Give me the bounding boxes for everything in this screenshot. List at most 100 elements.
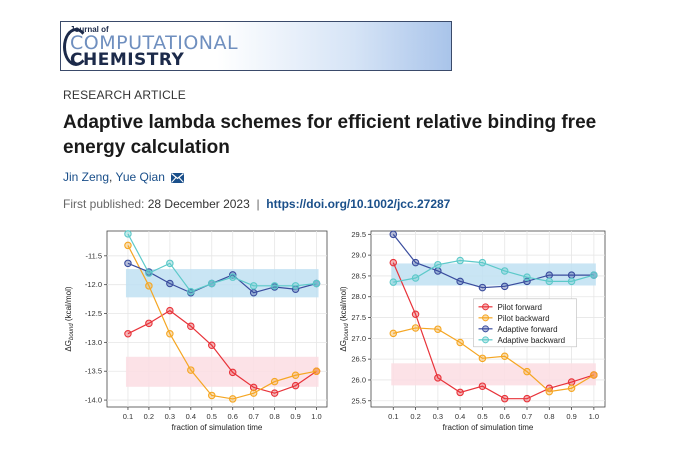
data-point-pilot_backward	[545, 387, 554, 396]
data-point-pilot_backward	[500, 352, 509, 360]
data-point-adaptive_forward	[545, 271, 554, 279]
x-tick-label: 0.3	[165, 412, 175, 421]
published-label: First published:	[63, 197, 145, 211]
legend-label-pilot_forward: Pilot forward	[498, 303, 542, 312]
y-axis-label-subscript: bound	[344, 323, 350, 340]
data-point-pilot_forward	[567, 378, 576, 386]
author-list: Jin Zeng, Yue Qian	[63, 170, 185, 184]
y-axis-label-main: ΔG	[339, 340, 348, 352]
data-point-adaptive_backward	[478, 258, 487, 267]
data-point-adaptive_forward	[124, 259, 132, 268]
y-axis-label-unit: (kcal/mol)	[339, 286, 348, 323]
x-tick-label: 0.9	[290, 412, 300, 421]
y-axis-label: ΔGbound (kcal/mol)	[339, 286, 350, 351]
data-point-pilot_forward	[145, 319, 153, 328]
data-point-adaptive_backward	[567, 277, 576, 286]
data-point-adaptive_backward	[291, 282, 300, 290]
data-point-pilot_forward	[249, 383, 258, 392]
data-point-pilot_forward	[456, 388, 464, 397]
x-tick-label: 0.6	[499, 412, 509, 421]
chart-left: 0.1 0.2 0.3 0.4 0.5 0.6 0.7 0.8 0.9 1.0 -11.5 -12.0…	[64, 230, 328, 432]
series-line-adaptive_forward	[127, 262, 317, 294]
data-point-pilot_forward	[411, 310, 420, 318]
journal-banner[interactable]: Journal of COMPUTATIONAL CHEMISTRY	[60, 21, 452, 71]
x-axis-label: fraction of simulation time	[443, 423, 534, 432]
series-line-adaptive_backward	[393, 259, 595, 283]
data-point-adaptive_backward	[523, 273, 531, 281]
data-point-pilot_forward	[434, 374, 442, 382]
data-point-pilot_backward	[567, 384, 576, 393]
data-point-pilot_backward	[208, 391, 216, 400]
publication-info: First published: 28 December 2023 | http…	[63, 197, 450, 211]
journal-logo-c-mark	[63, 28, 89, 66]
data-point-adaptive_forward	[228, 271, 237, 279]
x-tick-label: 0.8	[544, 412, 554, 421]
x-tick-label: 0.1	[123, 412, 133, 421]
data-point-adaptive_forward	[567, 271, 576, 279]
y-axis-label-subscript: bound	[69, 323, 75, 340]
data-point-pilot_backward	[590, 371, 598, 379]
x-tick-label: 0.5	[477, 412, 487, 421]
data-point-pilot_backward	[456, 338, 464, 347]
data-point-pilot_forward	[291, 381, 300, 390]
data-point-pilot_forward	[389, 258, 398, 267]
series-line-adaptive_forward	[392, 233, 594, 289]
data-point-adaptive_backward	[228, 273, 237, 281]
data-point-adaptive_forward	[411, 258, 420, 267]
envelope-icon[interactable]	[171, 172, 185, 183]
y-tick-label: -13.0	[85, 338, 102, 347]
series-line-pilot_forward	[392, 262, 595, 400]
data-point-pilot_backward	[270, 377, 279, 386]
y-axis-label: ΔGbound (kcal/mol)	[64, 286, 75, 351]
data-point-pilot_backward	[166, 329, 174, 338]
y-tick-label: 26.5	[351, 355, 366, 364]
x-tick-label: 0.3	[433, 412, 443, 421]
y-tick-label: 26.0	[351, 375, 366, 384]
data-point-pilot_forward	[523, 394, 531, 403]
y-axis-label-unit: (kcal/mol)	[64, 286, 73, 323]
y-tick-label: -12.5	[85, 309, 102, 318]
author-separator: ,	[109, 170, 113, 184]
y-tick-label: 29.0	[351, 251, 366, 260]
data-point-adaptive_backward	[590, 271, 598, 279]
series-line-pilot_forward	[127, 309, 317, 394]
y-axis-label-main: ΔG	[64, 340, 73, 352]
legend-marker-adaptive_forward	[482, 325, 490, 333]
data-point-pilot_forward	[228, 368, 237, 377]
x-tick-label: 0.2	[410, 412, 420, 421]
y-tick-label: 27.0	[351, 334, 366, 343]
journal-name-line1: COMPUTATIONAL	[70, 32, 239, 54]
data-point-adaptive_forward	[389, 230, 398, 239]
data-point-adaptive_backward	[208, 279, 216, 288]
doi-link[interactable]: https://doi.org/10.1002/jcc.27287	[266, 197, 451, 211]
x-tick-label: 0.7	[248, 412, 258, 421]
y-tick-label: -11.5	[85, 251, 102, 260]
data-point-adaptive_backward	[145, 269, 153, 277]
data-point-adaptive_backward	[411, 274, 420, 282]
legend-label-pilot_backward: Pilot backward	[498, 314, 550, 323]
journal-of-text: Journal of	[70, 25, 109, 34]
data-point-pilot_backward	[523, 367, 531, 376]
series-line-pilot_backward	[393, 327, 595, 393]
data-point-pilot_forward	[166, 306, 174, 315]
y-tick-label: 28.5	[351, 271, 366, 280]
data-point-pilot_backward	[411, 324, 420, 332]
journal-name-line2: CHEMISTRY	[70, 50, 185, 70]
data-point-adaptive_forward	[434, 267, 442, 275]
author-link[interactable]: Jin Zeng	[63, 170, 110, 184]
y-tick-label: 28.0	[351, 292, 366, 301]
data-point-adaptive_forward	[166, 279, 174, 288]
data-point-pilot_forward	[187, 322, 195, 330]
confidence-band-pink	[391, 363, 596, 386]
author-link[interactable]: Yue Qian	[115, 170, 165, 184]
x-axis-label: fraction of simulation time	[172, 423, 263, 432]
x-tick-label: 0.8	[269, 412, 279, 421]
data-point-adaptive_forward	[249, 288, 258, 297]
data-point-pilot_forward	[208, 341, 216, 350]
legend-marker-pilot_backward	[482, 314, 490, 322]
info-separator: |	[256, 197, 260, 211]
data-point-pilot_backward	[389, 329, 398, 338]
legend-marker-adaptive_backward	[482, 336, 490, 344]
x-tick-label: 0.5	[207, 412, 217, 421]
x-tick-label: 0.7	[522, 412, 532, 421]
